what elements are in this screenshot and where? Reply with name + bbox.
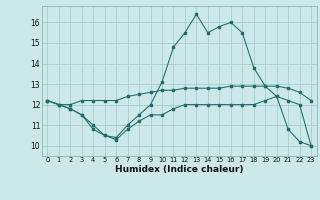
X-axis label: Humidex (Indice chaleur): Humidex (Indice chaleur): [115, 165, 244, 174]
